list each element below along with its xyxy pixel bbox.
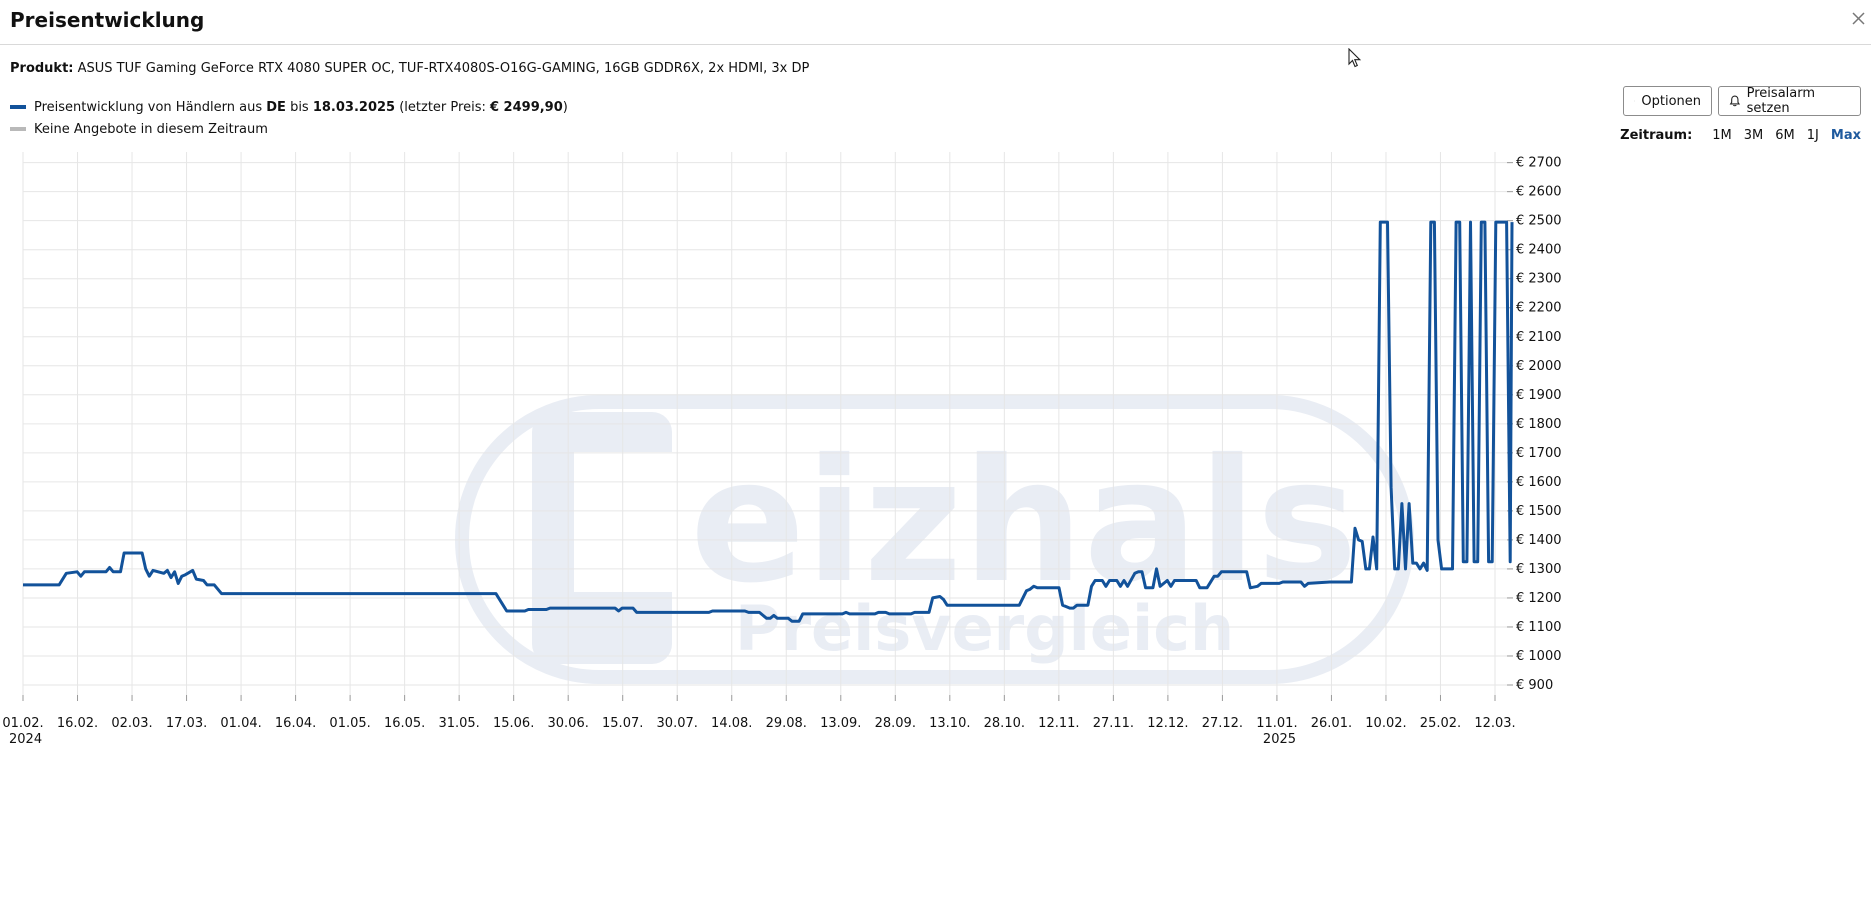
x-tick-label: 01.05. [329,716,370,731]
range-option-6m[interactable]: 6M [1775,128,1795,143]
x-tick-label: 02.03. [111,716,152,731]
x-tick-label: 16.02. [57,716,98,731]
y-tick-label: € 1900 [1516,388,1562,403]
x-tick-label: 13.10. [929,716,970,731]
x-tick-label: 28.09. [875,716,916,731]
x-axis-labels: 01.02.2024 16.02. 02.03. 17.03. 01.04. 16.04.… [2,695,1516,747]
legend-mid: bis [290,100,309,115]
x-tick-label: 16.04. [275,716,316,731]
y-tick-label: € 1200 [1516,591,1562,606]
legend-prefix: Preisentwicklung von Händlern aus [34,100,263,115]
y-tick-label: € 1500 [1516,504,1562,519]
price-chart: eizhals Preisvergleich € 900 € 1000 € 1100… [2,152,1562,747]
x-tick-label: 26.01. [1311,716,1352,731]
x-tick-label: 27.12. [1202,716,1243,731]
x-tick-label: 12.11. [1038,716,1079,731]
x-tick-label: 25.02. [1420,716,1461,731]
x-tick-label: 17.03. [166,716,207,731]
chevron-down-icon [1634,100,1636,102]
legend-swatch-none [10,126,26,131]
x-tick-label: 30.07. [657,716,698,731]
legend-lastprice-open: (letzter Preis: [399,100,486,115]
y-tick-label: € 900 [1516,678,1553,693]
y-axis-labels: € 900 € 1000 € 1100 € 1200 € 1300 € 1400 € 150… [1507,156,1562,693]
x-tick-label: 15.06. [493,716,534,731]
options-button[interactable]: Optionen [1623,86,1712,116]
y-tick-label: € 2300 [1516,272,1562,287]
x-tick-label: 16.05. [384,716,425,731]
range-option-1j[interactable]: 1J [1806,128,1819,143]
legend-country: DE [266,100,286,115]
x-tick-label: 29.08. [766,716,807,731]
y-tick-label: € 1400 [1516,533,1562,548]
x-year-label: 2025 [1263,732,1296,747]
legend-main-series: Preisentwicklung von Händlern aus DE bis… [10,100,568,115]
y-tick-label: € 1700 [1516,446,1562,461]
horizontal-grid [23,162,1510,686]
range-option-max[interactable]: Max [1830,128,1861,143]
time-range-selector: Zeitraum: 1M 3M 6M 1J Max [1620,128,1861,143]
close-icon [1852,12,1865,25]
x-tick-label: 10.02. [1365,716,1406,731]
x-tick-label: 11.01. [1256,716,1297,731]
y-tick-label: € 1100 [1516,620,1562,635]
legend-date: 18.03.2025 [312,100,396,115]
x-tick-label: 30.06. [548,716,589,731]
x-tick-label: 15.07. [602,716,643,731]
x-tick-label: 28.10. [984,716,1025,731]
legend-no-offers-label: Keine Angebote in diesem Zeitraum [34,122,268,137]
y-tick-label: € 1600 [1516,475,1562,490]
y-tick-label: € 1000 [1516,649,1562,664]
price-alarm-button[interactable]: Preisalarm setzen [1718,86,1861,116]
legend-lastprice-value: € 2499,90 [489,100,563,115]
legend-close: ) [562,100,568,115]
legend-no-offers: Keine Angebote in diesem Zeitraum [10,122,268,137]
y-tick-label: € 2100 [1516,330,1562,345]
x-tick-label: 01.04. [220,716,261,731]
bell-icon [1729,95,1741,107]
x-tick-label: 12.12. [1147,716,1188,731]
y-tick-label: € 2200 [1516,301,1562,316]
dialog-header: Preisentwicklung [0,0,1871,45]
geizhals-watermark: eizhals Preisvergleich [455,395,1414,684]
x-year-label: 2024 [9,732,42,747]
x-tick-label: 27.11. [1093,716,1134,731]
product-label: Produkt: [10,61,74,76]
y-tick-label: € 1800 [1516,417,1562,432]
watermark-text-sub: Preisvergleich [735,592,1234,665]
range-option-1m[interactable]: 1M [1712,128,1732,143]
y-tick-label: € 2000 [1516,359,1562,374]
legend-swatch-main [10,104,26,109]
y-tick-label: € 2400 [1516,243,1562,258]
watermark-text-brand: eizhals [690,423,1358,621]
time-range-label: Zeitraum: [1620,128,1693,143]
x-tick-label: 31.05. [438,716,479,731]
mouse-pointer-icon [1348,47,1362,68]
x-tick-label: 12.03. [1474,716,1515,731]
y-tick-label: € 2600 [1516,185,1562,200]
range-option-3m[interactable]: 3M [1743,128,1764,143]
options-label: Optionen [1641,93,1701,109]
product-info: Produkt: ASUS TUF Gaming GeForce RTX 408… [10,61,809,76]
price-alarm-label: Preisalarm setzen [1746,86,1816,116]
x-tick-label: 13.09. [820,716,861,731]
x-tick-label: 14.08. [711,716,752,731]
price-series-line [23,220,1514,623]
y-tick-label: € 1300 [1516,562,1562,577]
y-tick-label: € 2500 [1516,214,1562,229]
x-tick-label: 01.02. [2,716,43,731]
close-button[interactable] [1845,6,1871,32]
mouse-cursor [1348,47,1362,72]
y-tick-label: € 2700 [1516,156,1562,171]
product-name: ASUS TUF Gaming GeForce RTX 4080 SUPER O… [77,61,810,76]
page-title: Preisentwicklung [10,8,205,32]
